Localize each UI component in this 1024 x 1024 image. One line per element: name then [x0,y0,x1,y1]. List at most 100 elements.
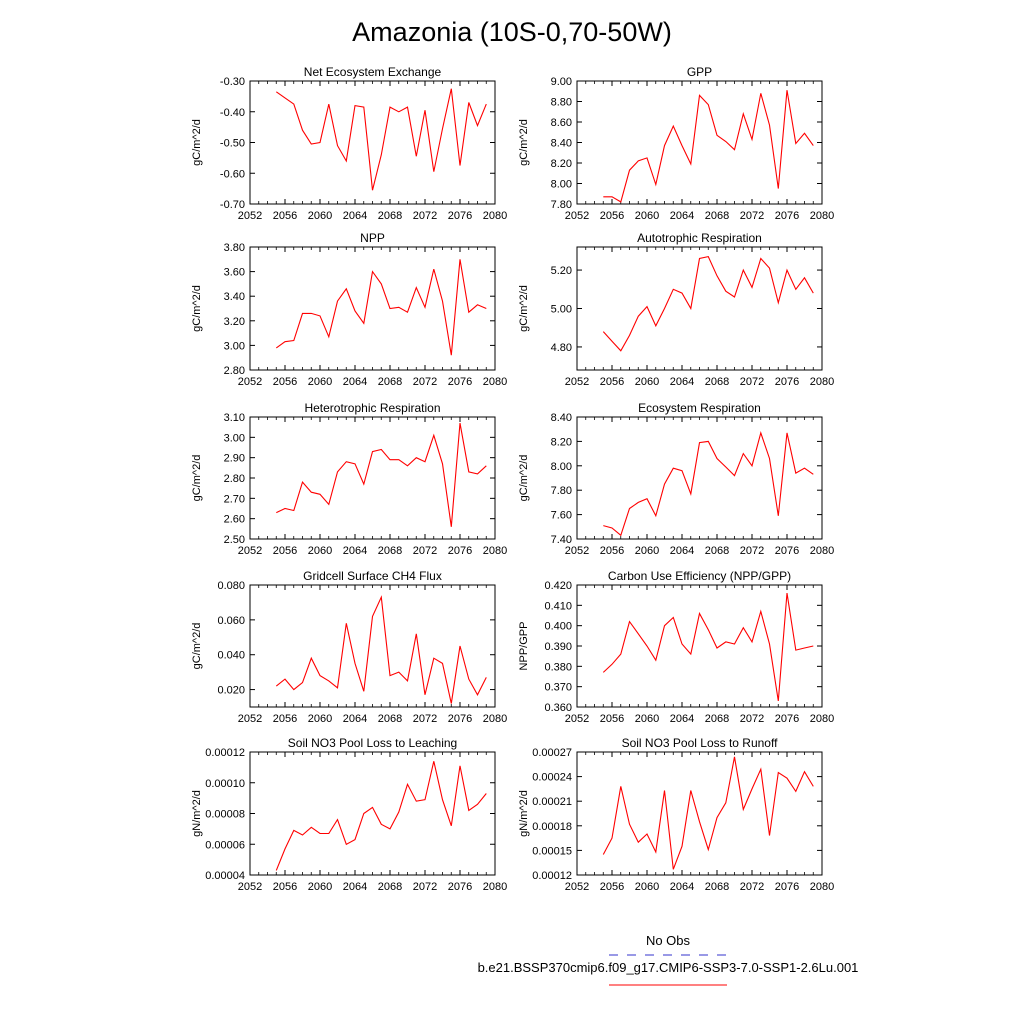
x-tick-label: 2076 [775,210,799,222]
x-tick-label: 2072 [413,210,437,222]
y-tick-label: 8.20 [551,436,572,448]
y-tick-label: 0.00004 [205,870,245,882]
y-axis-label: gC/m^2/d [518,455,530,502]
y-tick-label: 2.70 [224,493,245,505]
y-tick-label: 3.10 [224,412,245,424]
panel-title: Soil NO3 Pool Loss to Leaching [288,736,457,750]
y-tick-label: 0.060 [217,615,245,627]
y-tick-label: 8.40 [551,412,572,424]
x-tick-label: 2068 [705,545,729,557]
chart-panel-7: Gridcell Surface CH4 Flux gC/m^2/d 2052 205… [191,569,507,725]
x-tick-label: 2080 [483,545,507,557]
x-tick-label: 2060 [635,545,659,557]
x-tick-label: 2076 [448,881,472,893]
x-tick-label: 2060 [635,210,659,222]
y-tick-label: 0.00012 [205,747,245,759]
x-tick-label: 2056 [600,210,624,222]
y-tick-label: 0.00006 [205,839,245,851]
x-tick-label: 2056 [273,545,297,557]
y-tick-label: 3.20 [224,316,245,328]
x-tick-label: 2064 [343,210,367,222]
y-axis-label: gN/m^2/d [191,790,203,837]
x-tick-label: 2072 [740,713,764,725]
x-tick-label: 2056 [273,376,297,388]
y-tick-label: 8.00 [551,179,572,191]
plot-frame [576,751,823,876]
y-tick-label: 8.00 [551,461,572,473]
x-tick-label: 2060 [635,376,659,388]
y-tick-label: 2.90 [224,453,245,465]
x-tick-label: 2072 [740,376,764,388]
y-tick-label: 0.00021 [532,796,572,808]
y-axis-label: gC/m^2/d [518,119,530,166]
panel-title: Soil NO3 Pool Loss to Runoff [622,736,779,750]
x-tick-label: 2052 [565,376,589,388]
x-tick-label: 2080 [810,545,834,557]
x-tick-label: 2072 [413,881,437,893]
x-tick-label: 2072 [740,545,764,557]
x-tick-label: 2072 [740,881,764,893]
x-tick-label: 2060 [635,881,659,893]
panel-title: Net Ecosystem Exchange [304,65,442,79]
y-tick-label: 5.00 [551,304,572,316]
y-tick-label: 0.00024 [532,772,572,784]
y-tick-label: 0.370 [544,682,572,694]
x-tick-label: 2080 [810,713,834,725]
x-tick-label: 2068 [378,713,402,725]
x-tick-label: 2056 [600,545,624,557]
legend-label-model: b.e21.BSSP370cmip6.f09_g17.CMIP6-SSP3-7.… [478,960,859,975]
y-tick-label: 7.80 [551,199,572,211]
y-tick-label: 3.00 [224,340,245,352]
series-line [275,88,487,191]
y-tick-label: 8.80 [551,97,572,109]
x-tick-label: 2060 [308,545,332,557]
y-tick-label: 0.410 [544,600,572,612]
chart-panel-9: Soil NO3 Pool Loss to Leaching gN/m^2/d 20… [191,736,507,893]
x-tick-label: 2056 [600,376,624,388]
x-tick-label: 2068 [378,881,402,893]
x-tick-label: 2076 [448,210,472,222]
y-tick-label: 8.60 [551,117,572,129]
panel-title: Gridcell Surface CH4 Flux [303,569,442,583]
x-tick-label: 2072 [740,210,764,222]
y-axis-label: gC/m^2/d [518,285,530,332]
x-tick-label: 2072 [413,545,437,557]
plot-frame [249,584,496,708]
x-tick-label: 2056 [600,881,624,893]
x-tick-label: 2076 [448,545,472,557]
chart-panel-5: Heterotrophic Respiration gC/m^2/d 2052 205… [191,401,507,557]
y-tick-label: 7.60 [551,510,572,522]
y-tick-label: 2.50 [224,534,245,546]
series-line [603,90,814,203]
plot-frame [249,416,496,540]
x-tick-label: 2068 [705,881,729,893]
x-tick-label: 2080 [483,376,507,388]
y-tick-label: 0.380 [544,661,572,673]
y-tick-label: 8.20 [551,158,572,170]
x-tick-label: 2052 [238,210,262,222]
x-tick-label: 2080 [810,376,834,388]
chart-panel-10: Soil NO3 Pool Loss to Runoff gN/m^2/d 2052… [518,736,834,893]
series-line [603,431,814,537]
y-axis-label: gC/m^2/d [191,623,203,670]
y-axis-label: gN/m^2/d [518,790,530,837]
panel-title: Carbon Use Efficiency (NPP/GPP) [608,569,791,583]
y-axis-label: NPP/GPP [518,622,530,671]
y-tick-label: 8.40 [551,138,572,150]
series-line [602,255,814,352]
x-tick-label: 2064 [670,376,694,388]
y-tick-label: 3.80 [224,242,245,254]
x-tick-label: 2064 [343,713,367,725]
x-tick-label: 2052 [565,545,589,557]
y-tick-label: 2.80 [224,365,245,377]
y-tick-label: 3.00 [224,432,245,444]
y-tick-label: 0.390 [544,641,572,653]
chart-panel-8: Carbon Use Efficiency (NPP/GPP) NPP/GPP 20… [518,569,834,725]
series-line [275,259,487,356]
y-axis-label: gC/m^2/d [191,119,203,166]
y-tick-label: 9.00 [551,76,572,88]
x-tick-label: 2080 [483,713,507,725]
y-axis-label: gC/m^2/d [191,455,203,502]
x-tick-label: 2060 [308,376,332,388]
x-tick-label: 2064 [343,376,367,388]
